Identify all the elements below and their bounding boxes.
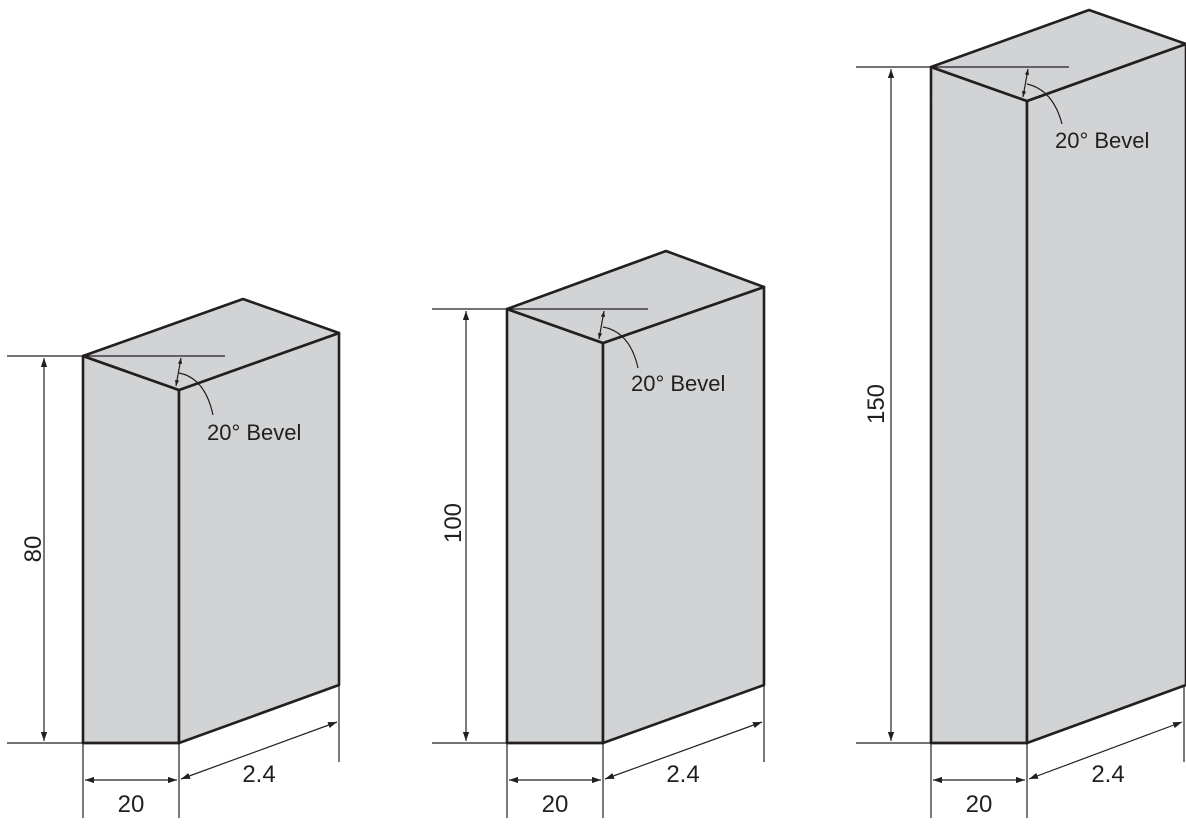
- block-1-front-face: [81, 354, 181, 745]
- block-1-height-label: 80: [20, 536, 47, 563]
- block-3-top-face: [929, 8, 1186, 103]
- block-2-width-label: 20: [542, 791, 569, 818]
- block-1-width-label: 20: [118, 791, 145, 818]
- block-3-bevel-leader: [1026, 83, 1063, 125]
- block-1-top-face: [81, 297, 341, 392]
- block-3: 20° Bevel 150 20 2.4: [856, 8, 1186, 818]
- block-2-height-label: 100: [440, 503, 467, 543]
- block-1-depth-dimension: [180, 721, 338, 780]
- block-1: 20° Bevel 80 20 2.4: [7, 297, 341, 818]
- block-2-side-face: [601, 285, 766, 745]
- block-2-depth-dimension: [604, 721, 763, 780]
- block-3-depth-label: 2.4: [1091, 761, 1124, 788]
- block-2-bevel-leader: [602, 326, 639, 369]
- block-3-front-face: [929, 65, 1029, 745]
- block-1-side-face: [177, 331, 341, 745]
- block-2-depth-label: 2.4: [666, 761, 699, 788]
- block-1-bevel-leader: [178, 372, 214, 416]
- block-2-bevel-label: 20° Bevel: [631, 371, 725, 396]
- block-3-depth-dimension: [1028, 721, 1183, 780]
- block-2: 20° Bevel 100 20 2.4: [432, 249, 766, 818]
- block-1-depth-label: 2.4: [242, 761, 275, 788]
- block-2-front-face: [505, 307, 605, 745]
- block-3-width-label: 20: [966, 791, 993, 818]
- block-2-top-face: [505, 249, 766, 345]
- block-3-height-label: 150: [863, 384, 890, 424]
- block-3-bevel-label: 20° Bevel: [1055, 128, 1149, 153]
- block-1-bevel-label: 20° Bevel: [207, 420, 301, 445]
